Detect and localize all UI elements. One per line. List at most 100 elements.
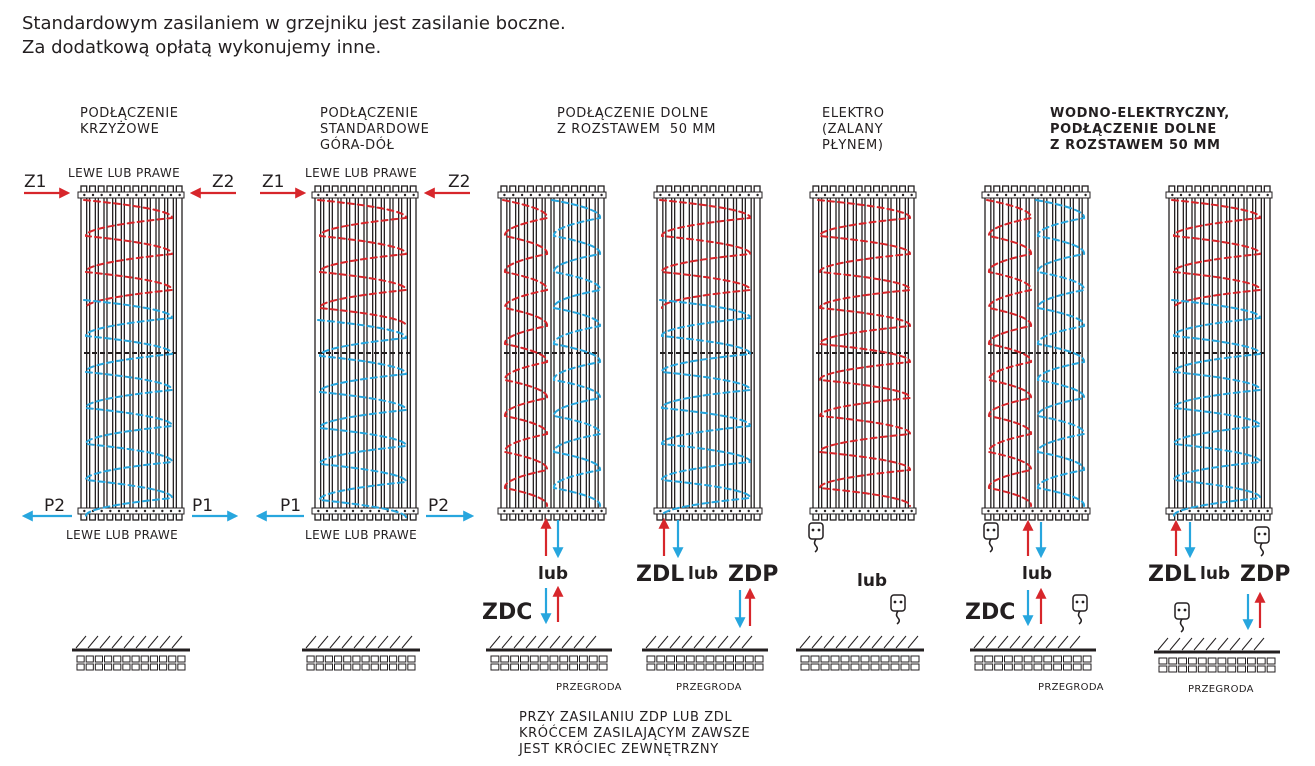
radiator-bottom-collector	[809, 507, 917, 515]
collector-dot	[1049, 193, 1052, 197]
flow-path	[502, 199, 548, 507]
collector-dot	[412, 193, 415, 197]
collector-dot	[841, 193, 844, 197]
wall-hatch	[573, 635, 585, 649]
flow-cross-return	[83, 299, 173, 517]
section-cell	[598, 663, 608, 671]
section-cell	[830, 663, 840, 671]
section-cell	[1237, 657, 1246, 665]
section-cell	[1178, 665, 1187, 673]
section-cell	[104, 655, 113, 663]
section-cell	[361, 663, 370, 671]
collector-dot	[910, 509, 913, 513]
label-p2-2: P2	[428, 496, 450, 516]
wall-hybrid-zdl	[1154, 637, 1280, 673]
section-cell	[900, 655, 910, 663]
section-cell	[880, 663, 890, 671]
collector-dot	[832, 193, 835, 197]
collector-dot	[135, 509, 138, 513]
wall-hatch	[985, 635, 997, 649]
section-cell	[510, 655, 519, 663]
section-cell	[588, 663, 598, 671]
section-cell	[1188, 657, 1197, 665]
collector-dot	[403, 509, 407, 513]
wall-hatch	[1253, 637, 1265, 651]
collector-dot	[317, 509, 320, 513]
collector-dot	[1214, 193, 1217, 197]
radiator-top-collector	[809, 191, 917, 199]
section-cell	[1266, 665, 1276, 673]
section-cell	[113, 663, 122, 671]
collector-dot	[343, 509, 346, 513]
section-cell	[361, 655, 370, 663]
intro-line-1: Standardowym zasilaniem w grzejniku jest…	[22, 13, 566, 34]
collector-dot	[538, 509, 541, 513]
plug-body	[808, 522, 824, 540]
collector-dot	[1171, 509, 1174, 513]
collector-dot	[600, 509, 603, 513]
wall-hatch	[341, 635, 353, 649]
plug-pin	[899, 600, 903, 604]
section-cell	[984, 663, 994, 671]
section-cell	[1266, 657, 1276, 665]
collector-dot	[1066, 193, 1070, 197]
collector-dot	[712, 193, 715, 197]
collector-dot	[152, 193, 155, 197]
wall-hatch	[811, 635, 823, 649]
wall-hatch	[669, 635, 681, 649]
collector-dot	[1049, 509, 1052, 513]
radiator-tube	[682, 185, 690, 521]
collector-dot	[1214, 509, 1217, 513]
plug-hybrid-zdc-2	[1072, 594, 1088, 625]
section-cell	[334, 663, 343, 671]
collector-dot	[841, 509, 844, 513]
section-cell	[598, 655, 608, 663]
collector-dot	[1084, 193, 1087, 197]
collector-dot	[1197, 509, 1200, 513]
section-cell	[520, 655, 529, 663]
section-cell	[520, 663, 529, 671]
collector-dot	[126, 509, 129, 513]
plug-body	[983, 522, 999, 540]
plug-cord	[1259, 542, 1265, 557]
wall-hatch	[305, 635, 317, 649]
collector-dot	[178, 509, 181, 513]
section-cell	[149, 663, 158, 671]
plug-pin	[817, 528, 821, 532]
section-cell	[1063, 655, 1072, 663]
section-cell	[1197, 665, 1207, 673]
collector-dot	[178, 193, 181, 197]
wall-hatch	[883, 635, 895, 649]
flow-bottom-zdc-supply	[502, 199, 548, 507]
collector-dot	[1257, 509, 1261, 513]
section-cell	[140, 655, 149, 663]
label-z2-2: Z2	[448, 172, 471, 192]
collector-dot	[747, 193, 750, 197]
collector-dot	[1223, 509, 1226, 513]
collector-dot	[721, 509, 724, 513]
wall-hatch	[997, 635, 1009, 649]
collector-dot	[1057, 193, 1061, 197]
wall-hatch	[389, 635, 401, 649]
collector-dot	[867, 193, 870, 197]
collector-dot	[893, 193, 896, 197]
collector-dot	[996, 193, 999, 197]
section-cell	[1053, 655, 1062, 663]
section-cell	[500, 663, 510, 671]
collector-dot	[117, 509, 121, 513]
section-cell	[735, 663, 744, 671]
collector-dot	[996, 509, 999, 513]
collector-dot	[503, 509, 506, 513]
section-cell	[974, 663, 984, 671]
flow-path	[317, 199, 407, 327]
section-cell	[569, 655, 579, 663]
wall-hatch	[561, 635, 573, 649]
flow-standard-return	[317, 319, 407, 519]
plug-hybrid-zdc-1	[983, 522, 999, 553]
plug-cord	[1077, 610, 1083, 625]
label-zdc-1: ZDC	[482, 600, 533, 625]
caption-electro: ELEKTRO (ZALANY PŁYNEM)	[822, 106, 885, 153]
collector-dot	[117, 193, 121, 197]
label-left-or-right-bottom-1: LEWE LUB PRAWE	[66, 528, 179, 542]
label-zdp-2: ZDP	[1240, 562, 1291, 587]
